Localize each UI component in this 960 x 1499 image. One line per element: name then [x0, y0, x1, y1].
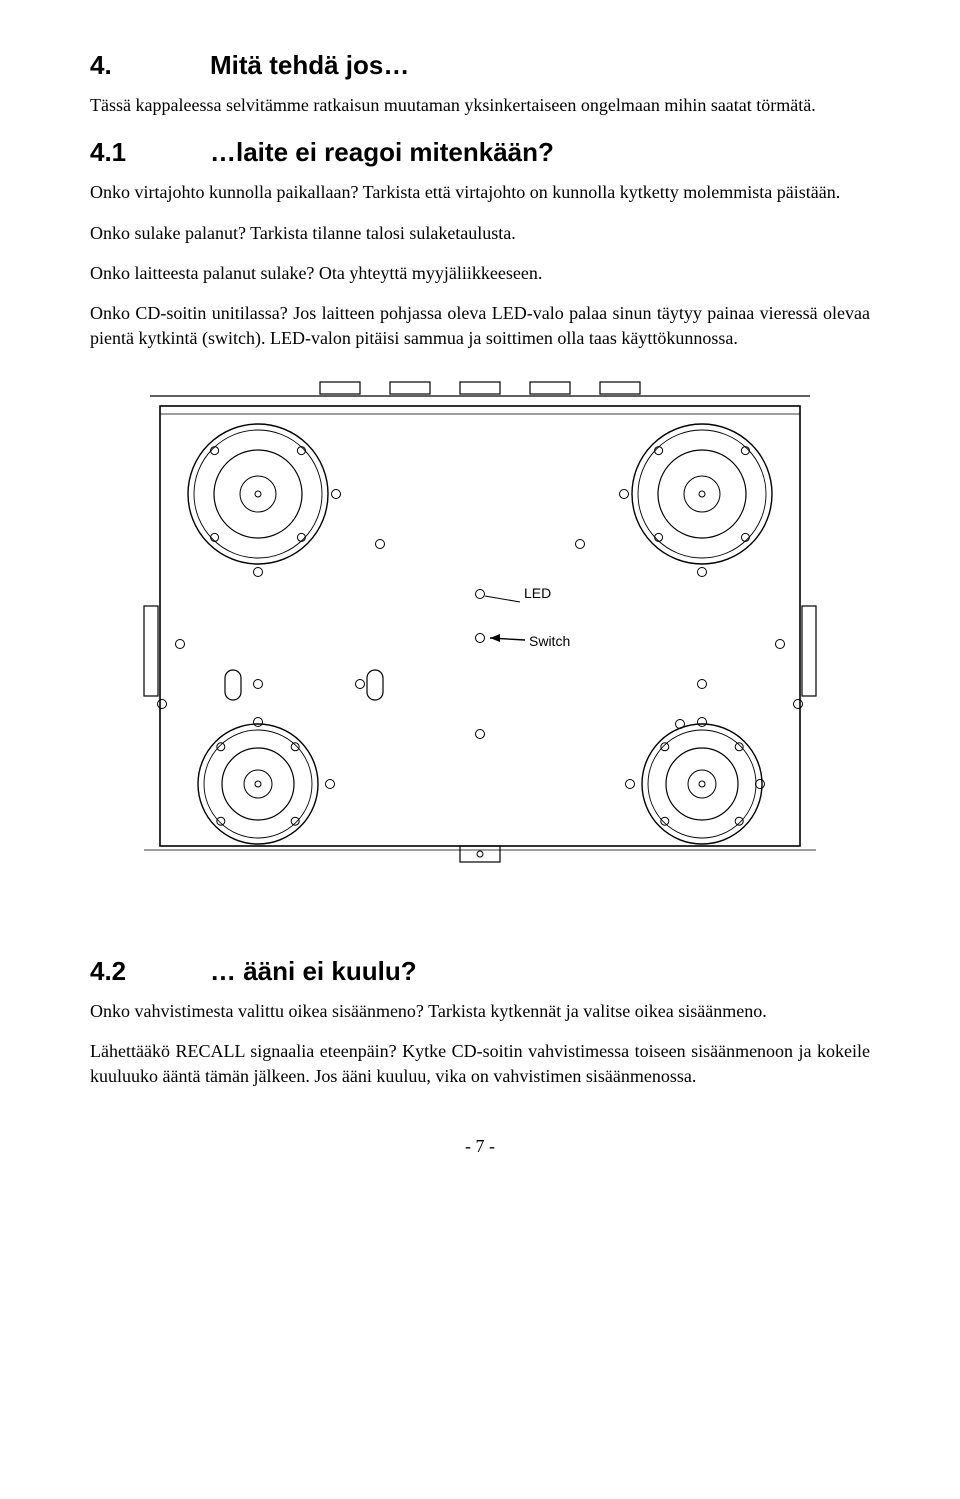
- section-4-1-p2: Onko sulake palanut? Tarkista tilanne ta…: [90, 221, 870, 245]
- section-4-title: Mitä tehdä jos…: [210, 50, 409, 80]
- section-4-1-heading: 4.1…laite ei reagoi mitenkään?: [90, 135, 870, 170]
- section-4-1-p4: Onko CD-soitin unitilassa? Jos laitteen …: [90, 301, 870, 350]
- section-4-1-number: 4.1: [90, 135, 210, 170]
- section-4-2-title: … ääni ei kuulu?: [210, 956, 417, 986]
- page-number: - 7 -: [90, 1134, 870, 1158]
- section-4-2-p1: Onko vahvistimesta valittu oikea sisäänm…: [90, 999, 870, 1023]
- section-4-2-number: 4.2: [90, 954, 210, 989]
- svg-text:Switch: Switch: [529, 633, 570, 649]
- device-bottom-diagram: LED Switch: [90, 374, 870, 894]
- section-4-2-p2: Lähettääkö RECALL signaalia eteenpäin? K…: [90, 1039, 870, 1088]
- section-4-1-title: …laite ei reagoi mitenkään?: [210, 137, 554, 167]
- section-4-number: 4.: [90, 48, 210, 83]
- section-4-heading: 4.Mitä tehdä jos…: [90, 48, 870, 83]
- section-4-1-p3: Onko laitteesta palanut sulake? Ota yhte…: [90, 261, 870, 285]
- section-4-2-heading: 4.2… ääni ei kuulu?: [90, 954, 870, 989]
- section-4-intro: Tässä kappaleessa selvitämme ratkaisun m…: [90, 93, 870, 117]
- section-4-1-p1: Onko virtajohto kunnolla paikallaan? Tar…: [90, 180, 870, 204]
- device-diagram-svg: LED Switch: [120, 374, 840, 894]
- svg-text:LED: LED: [524, 585, 551, 601]
